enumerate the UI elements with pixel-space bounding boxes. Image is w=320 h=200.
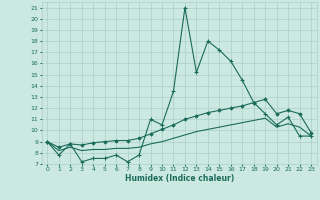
X-axis label: Humidex (Indice chaleur): Humidex (Indice chaleur) <box>124 174 234 183</box>
